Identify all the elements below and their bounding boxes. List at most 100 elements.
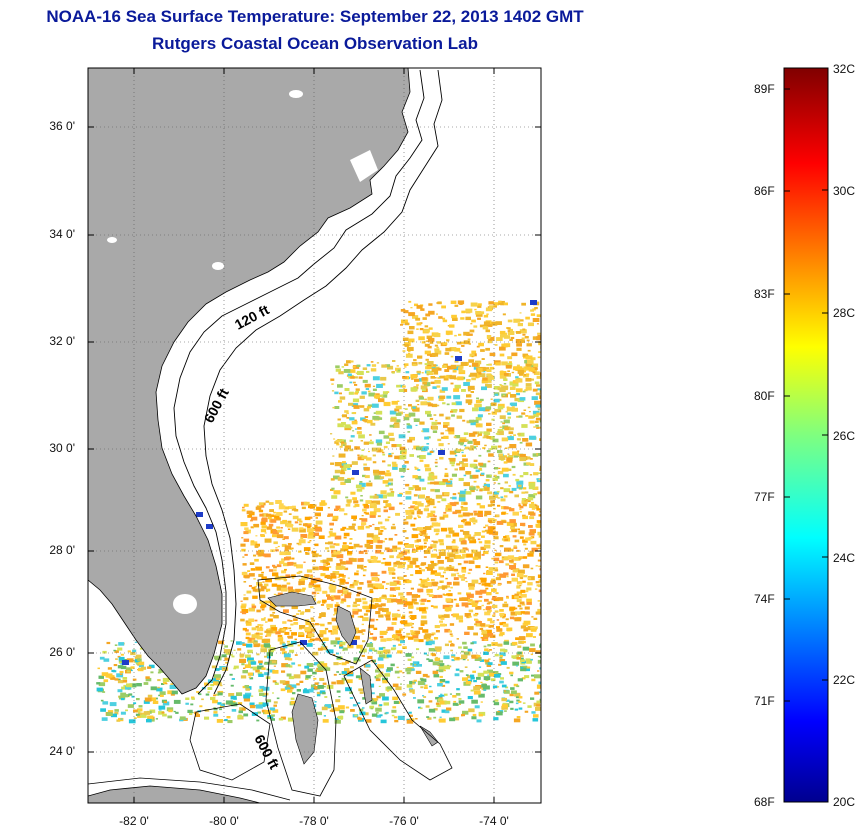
sst-pixel xyxy=(403,604,408,607)
sst-pixel xyxy=(307,526,311,529)
sst-pixel xyxy=(492,543,495,545)
sst-pixel xyxy=(287,586,293,590)
sst-pixel xyxy=(521,424,528,428)
sst-pixel xyxy=(185,697,190,700)
sst-pixel xyxy=(356,364,361,367)
sst-pixel xyxy=(204,682,210,686)
sst-pixel xyxy=(496,337,503,341)
sst-pixel xyxy=(357,456,365,461)
sst-pixel xyxy=(430,510,436,514)
sst-pixel xyxy=(475,565,481,569)
land-mainland xyxy=(88,68,411,695)
sst-pixel xyxy=(471,319,476,323)
sst-pixel xyxy=(534,307,538,310)
sst-pixel xyxy=(339,710,345,714)
sst-pixel xyxy=(386,611,391,615)
sst-pixel-cold xyxy=(206,524,213,529)
sst-pixel xyxy=(382,680,388,684)
sst-pixel xyxy=(476,445,478,447)
sst-pixel xyxy=(399,384,404,388)
sst-pixel xyxy=(304,627,311,631)
sst-pixel xyxy=(499,388,506,393)
sst-pixel xyxy=(507,330,510,332)
sst-pixel xyxy=(386,548,393,553)
sst-pixel xyxy=(331,487,335,490)
sst-pixel xyxy=(418,583,422,586)
sst-pixel xyxy=(379,630,387,635)
sst-pixel xyxy=(385,547,390,550)
sst-pixel xyxy=(401,465,407,468)
sst-pixel xyxy=(517,678,523,682)
sst-pixel xyxy=(444,710,450,714)
sst-pixel xyxy=(331,710,335,713)
sst-pixel xyxy=(414,467,419,470)
sst-pixel xyxy=(339,396,346,400)
sst-pixel xyxy=(369,434,372,436)
sst-pixel xyxy=(230,702,238,707)
sst-pixel xyxy=(443,425,448,428)
sst-pixel xyxy=(395,638,400,641)
sst-pixel xyxy=(449,717,456,722)
sst-pixel xyxy=(349,585,355,589)
sst-pixel xyxy=(495,432,499,435)
sst-pixel xyxy=(492,596,497,599)
sst-pixel xyxy=(262,702,269,707)
sst-pixel xyxy=(433,605,438,609)
sst-pixel xyxy=(510,526,515,530)
sst-pixel xyxy=(522,487,527,490)
sst-pixel xyxy=(337,418,341,421)
sst-pixel xyxy=(434,461,438,464)
sst-pixel xyxy=(363,504,370,509)
sst-pixel xyxy=(260,585,267,590)
sst-pixel xyxy=(357,616,361,618)
sst-pixel xyxy=(405,667,412,672)
sst-pixel xyxy=(460,443,464,446)
sst-pixel xyxy=(444,474,449,478)
sst-pixel xyxy=(300,537,304,539)
sst-pixel xyxy=(395,412,402,416)
sst-pixel xyxy=(119,670,124,674)
sst-pixel xyxy=(511,352,518,357)
sst-pixel xyxy=(243,667,246,669)
sst-pixel xyxy=(362,508,367,512)
sst-pixel xyxy=(464,631,470,635)
sst-pixel xyxy=(270,519,277,523)
sst-pixel xyxy=(486,428,492,432)
sst-pixel xyxy=(297,543,302,546)
sst-pixel xyxy=(401,562,406,565)
sst-pixel xyxy=(363,712,369,716)
sst-pixel xyxy=(241,663,245,666)
sst-pixel xyxy=(276,534,284,539)
sst-pixel xyxy=(443,594,447,596)
sst-pixel xyxy=(454,347,461,352)
sst-pixel xyxy=(428,546,433,550)
sst-pixel xyxy=(158,668,166,673)
sst-pixel xyxy=(363,566,367,568)
sst-pixel xyxy=(427,482,431,485)
sst-pixel xyxy=(528,525,533,528)
sst-pixel xyxy=(251,634,259,639)
sst-pixel xyxy=(442,514,449,518)
sst-pixel xyxy=(505,365,512,369)
sst-pixel xyxy=(405,496,412,500)
sst-pixel xyxy=(501,538,506,541)
sst-pixel xyxy=(501,621,506,625)
sst-pixel xyxy=(337,589,343,594)
sst-pixel xyxy=(487,504,492,507)
sst-pixel xyxy=(376,442,382,446)
sst-pixel xyxy=(436,367,442,371)
sst-pixel xyxy=(350,376,355,379)
sst-pixel xyxy=(120,718,123,720)
sst-pixel xyxy=(530,540,537,545)
sst-pixel xyxy=(510,336,515,339)
sst-pixel xyxy=(284,551,291,556)
sst-pixel xyxy=(410,663,415,666)
sst-pixel xyxy=(120,711,126,715)
sst-pixel xyxy=(374,603,379,606)
sst-pixel xyxy=(525,537,531,541)
sst-pixel xyxy=(488,301,494,305)
sst-pixel xyxy=(417,699,425,704)
sst-pixel xyxy=(466,675,472,679)
sst-pixel xyxy=(471,579,479,584)
sst-pixel xyxy=(536,323,539,325)
